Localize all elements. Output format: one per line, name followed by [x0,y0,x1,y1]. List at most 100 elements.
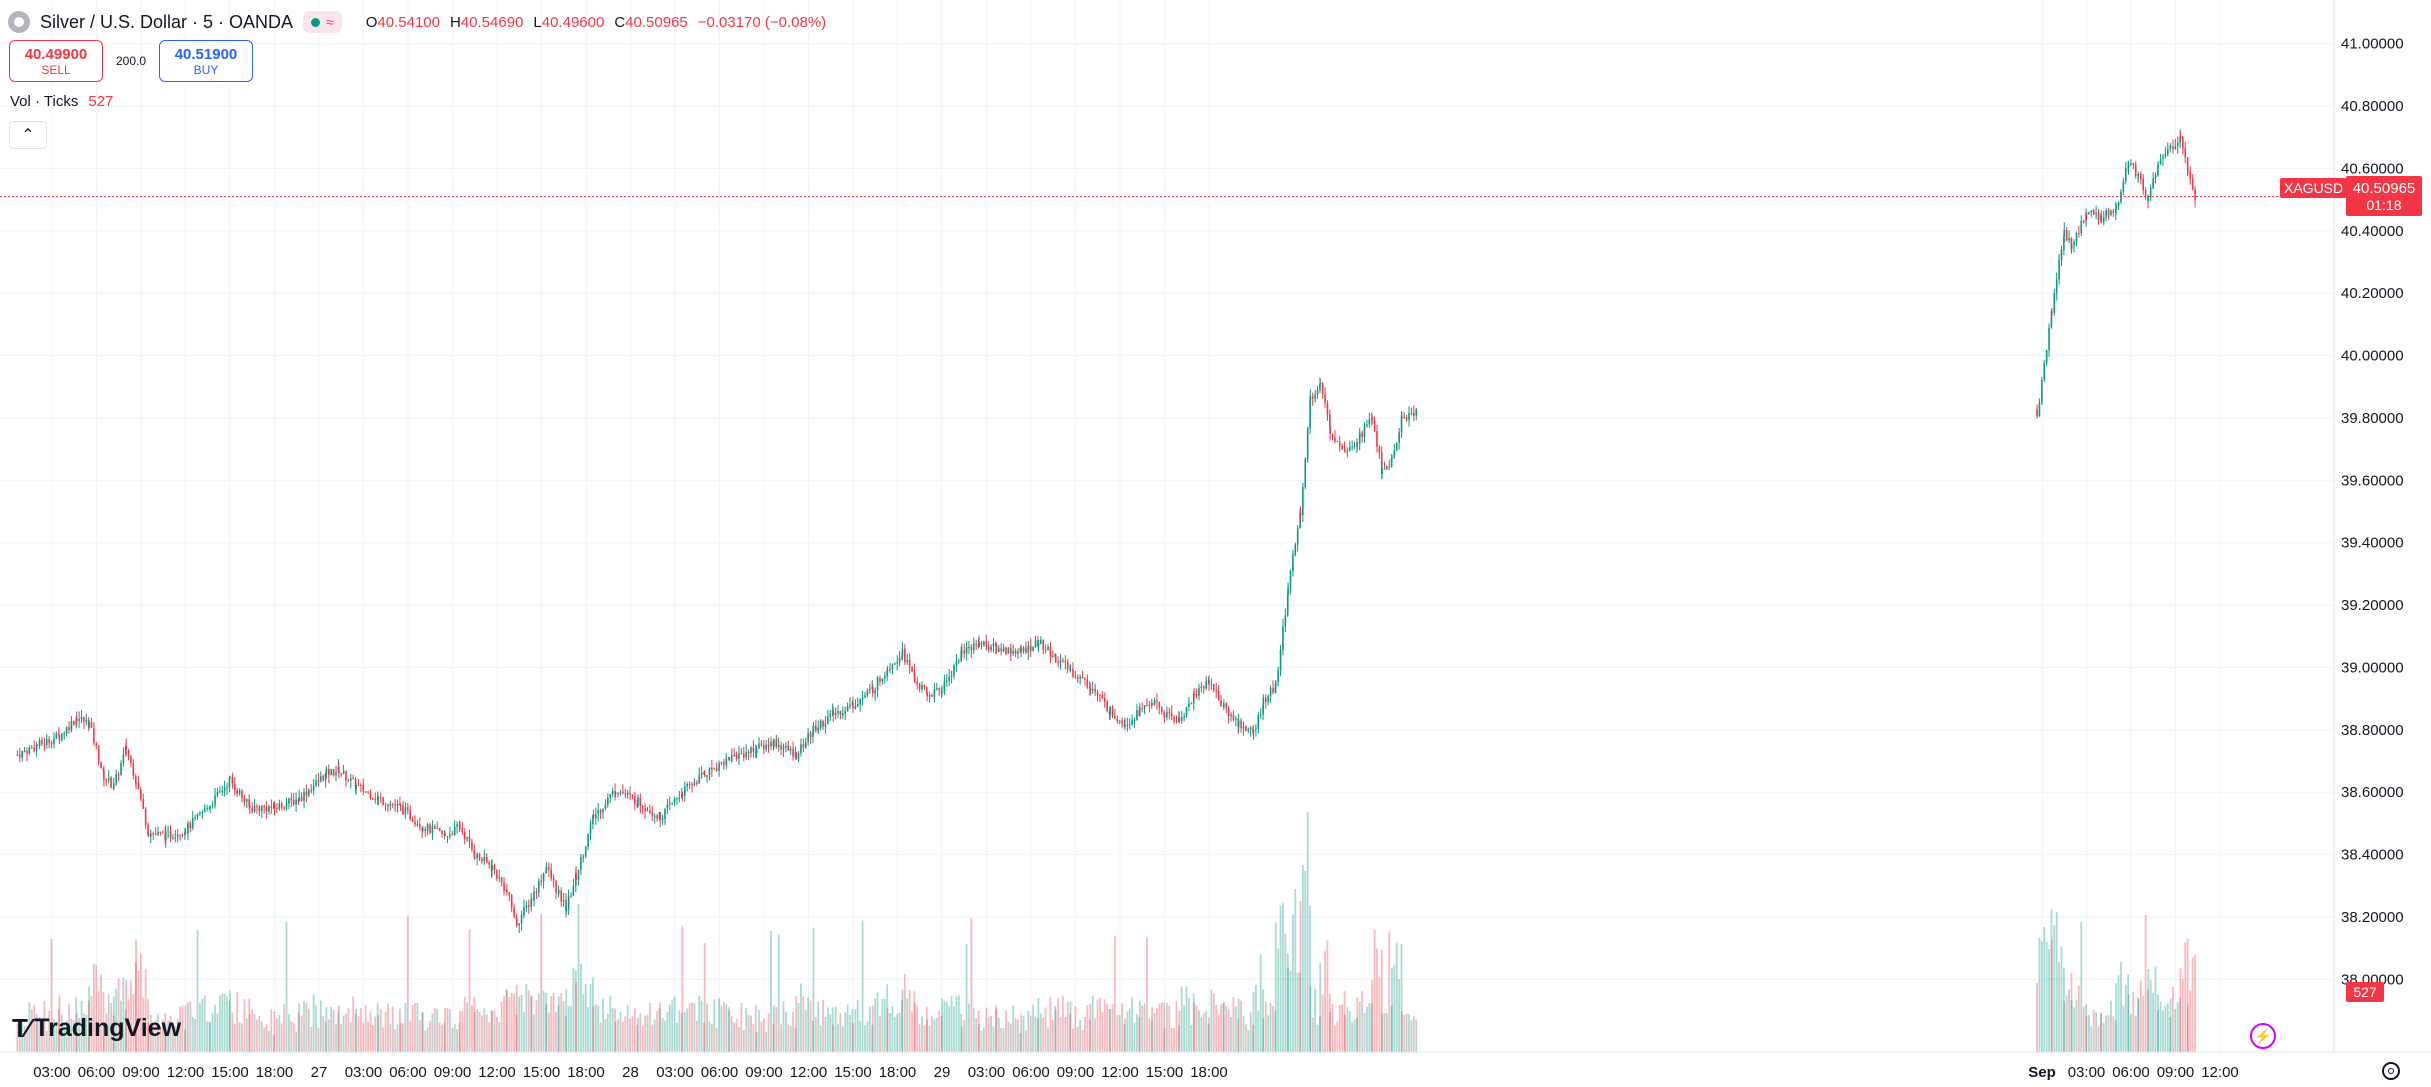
candle-body [680,794,683,798]
candle-body [387,805,389,807]
candle-body [980,642,983,645]
candle-body [1193,693,1195,695]
volume-bar [797,1002,800,1052]
candle-body [1279,649,1282,671]
volume-bar [940,1016,943,1052]
candle-body [1240,720,1242,729]
volume-bar [1334,1025,1336,1052]
volume-bar [324,1021,327,1052]
volume-bar [1131,997,1134,1052]
volume-bar [1242,1015,1245,1052]
volume-bar [154,1019,157,1052]
candle-body [26,750,28,754]
volume-bar [1017,1019,1019,1052]
buy-button[interactable]: 40.51900 BUY [159,40,253,82]
candle-body [1084,678,1086,680]
change-value: −0.03170 (−0.08%) [697,13,827,31]
time-tick-label: 18:00 [256,1064,294,1081]
volume-bar [21,1022,24,1052]
sell-price: 40.49900 [24,45,88,63]
gear-icon[interactable] [2382,1062,2400,1080]
volume-bar [2043,926,2046,1052]
tradingview-logo[interactable]: T⁄ TradingView [12,1013,181,1044]
volume-bar [637,1018,639,1052]
volume-bar [1178,1010,1181,1052]
price-axis[interactable]: 41.00000 40.80000 40.60000 40.40000 40.20000… [2341,36,2404,989]
volume-bar [706,1003,708,1052]
volume-bar [658,1008,661,1052]
volume-bar [322,1015,325,1052]
volume-bar [1136,1014,1138,1052]
lightning-bolt-icon[interactable]: ⚡ [2250,1023,2276,1049]
candle-body [162,832,164,834]
volume-bar [409,1020,412,1052]
candle-body [1381,468,1383,475]
candle-body [592,814,594,825]
price-tick-label: 39.60000 [2341,472,2404,489]
volume-bar [1227,1009,1230,1052]
volume-bar [1385,1013,1388,1052]
candle-body [2182,136,2184,149]
volume-bar [923,1025,926,1052]
candle-body [837,710,839,713]
candle-body [2036,409,2038,417]
volume-bar [589,984,592,1052]
volume-bar [57,1008,60,1052]
candle-body [619,791,622,794]
volume-bar [698,995,701,1052]
volume-bar [2127,994,2130,1052]
volume-bar [391,1006,394,1052]
candle-body [424,828,427,832]
symbol-title[interactable]: Silver / U.S. Dollar · 5 · OANDA [40,11,294,32]
candle-body [1252,729,1255,733]
volume-bar [557,996,560,1052]
candle-body [2130,163,2132,165]
market-status-pill[interactable]: ≈ [303,11,342,33]
candle-body [1133,719,1136,721]
volume-bar [572,967,575,1052]
time-axis[interactable]: 03:00 06:00 09:00 12:00 15:00 18:00 27 03:00 06:… [33,1064,2239,1081]
volume-bar [789,1026,792,1052]
volume-bar [473,997,476,1052]
candle-body [614,792,617,794]
candle-body [1088,687,1091,689]
candle-body [176,834,179,838]
candle-body [73,721,75,725]
volume-bar [112,996,115,1052]
sell-button[interactable]: 40.49900 SELL [9,40,103,82]
candle-body [1141,707,1143,709]
candle-body [1242,726,1245,729]
candle-body [1245,726,1247,731]
volume-bar [1378,976,1381,1052]
volume-bar [883,999,886,1052]
candle-body [1311,396,1314,399]
volume-bar [41,1022,43,1052]
candle-body [723,762,725,765]
candle-body [773,739,775,747]
candle-body [115,774,118,784]
candle-body [2176,142,2179,146]
volume-bar [856,1000,859,1052]
candle-body [693,782,696,786]
volume-bar [199,1003,201,1052]
volume-bar [1400,943,1403,1052]
candle-body [1408,413,1410,420]
volume-bar [110,1003,113,1052]
volume-legend[interactable]: Vol · Ticks 527 [10,93,113,110]
volume-bar [868,1006,871,1052]
candle-body [691,784,693,786]
volume-bar [505,989,508,1052]
candle-body [187,823,189,834]
volume-bar [1012,1005,1015,1052]
candle-body [871,687,874,694]
time-tick-label: 15:00 [211,1064,249,1081]
volume-bar [886,984,889,1052]
candle-body [1249,727,1252,730]
volume-bar [1294,889,1297,1052]
volume-bar [985,1007,988,1052]
volume-bar [399,1022,402,1052]
collapse-legend-button[interactable]: ⌃ [9,121,47,149]
candle-body [2063,230,2066,237]
candle-body [1079,676,1081,679]
